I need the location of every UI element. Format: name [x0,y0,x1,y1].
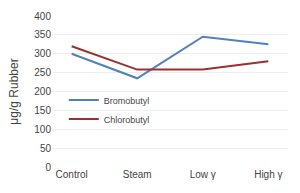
svg-text:Control: Control [56,169,88,180]
svg-text:Chlorobutyl: Chlorobutyl [104,115,150,125]
svg-text:μg/g Rubber: μg/g Rubber [7,58,21,124]
svg-text:250: 250 [34,67,51,78]
svg-text:200: 200 [34,86,51,97]
svg-text:50: 50 [40,143,52,154]
svg-text:100: 100 [34,124,51,135]
svg-text:400: 400 [34,11,51,22]
svg-text:350: 350 [34,29,51,40]
svg-text:Low γ: Low γ [190,169,216,180]
svg-text:Bromobutyl: Bromobutyl [104,96,150,106]
svg-text:150: 150 [34,105,51,116]
svg-text:300: 300 [34,48,51,59]
svg-text:Steam: Steam [123,169,152,180]
svg-text:High γ: High γ [254,169,282,180]
svg-text:0: 0 [45,162,51,173]
